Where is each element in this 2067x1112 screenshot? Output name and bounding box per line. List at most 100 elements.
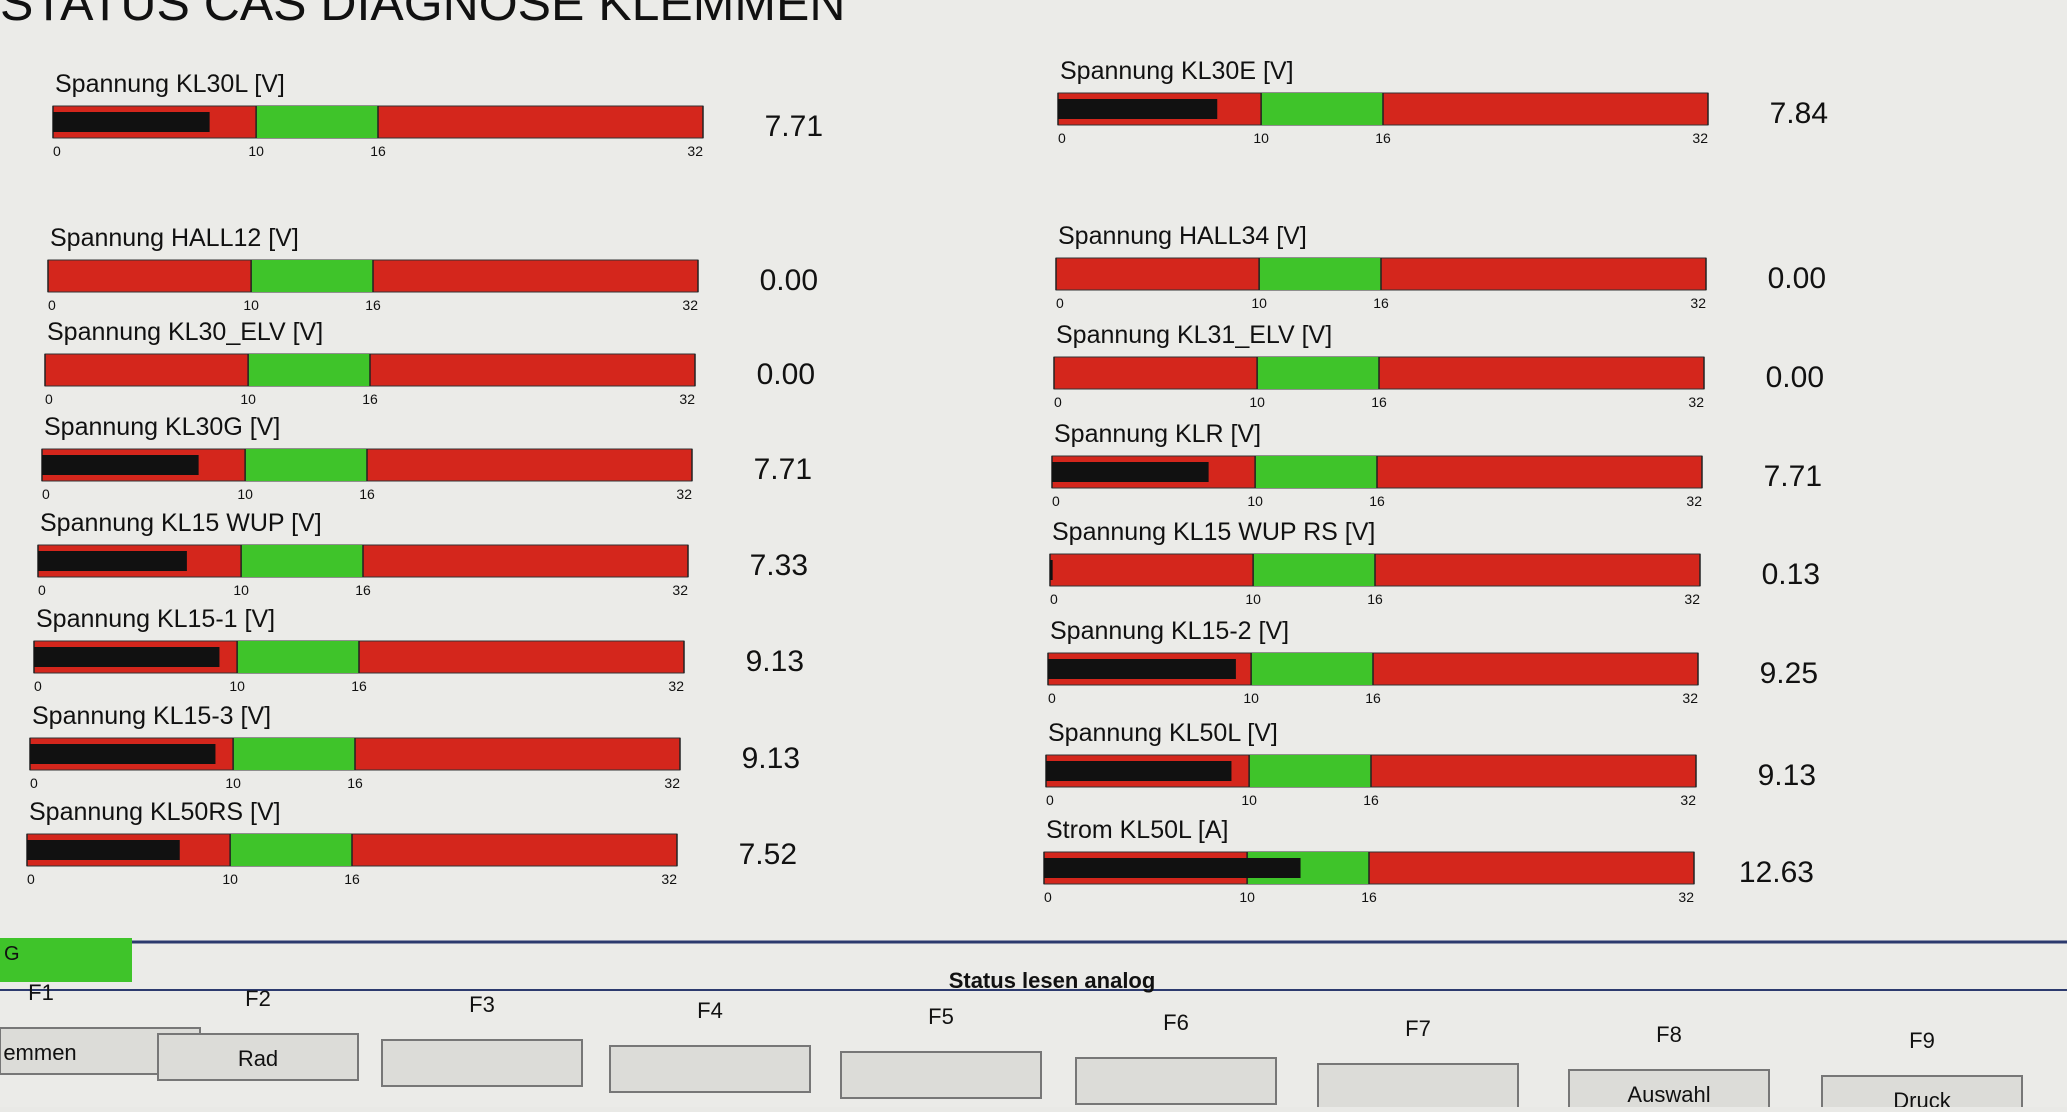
gauge-tick-label: 32 [1682,690,1698,706]
function-key-label: F1 [28,980,54,1005]
function-button-label: Druck [1893,1088,1951,1107]
gauge-tick-label: 32 [687,143,703,159]
gauge-tick-label: 0 [48,297,56,313]
gauge-value: 9.13 [742,742,800,775]
gauge-value: 0.00 [757,358,815,391]
gauge-tick-label: 0 [38,582,46,598]
gauge-label: Spannung KL15-3 [V] [32,702,271,730]
gauge-green-zone [1249,755,1371,787]
gauge-fill [1058,99,1218,119]
gauge-label: Spannung KL15-1 [V] [36,605,275,633]
gauge-tick-label: 0 [1046,792,1054,808]
gauge-value: 7.84 [1770,97,1828,130]
gauge-fill [1052,462,1209,482]
gauge-tick-label: 32 [1690,295,1706,311]
gauge-tick-label: 10 [1253,130,1269,146]
gauge-tick-label: 10 [1251,295,1267,311]
gauge-tick-label: 32 [676,486,692,502]
gauge-green-zone [1251,653,1373,685]
gauge-fill [42,455,199,475]
gauge-tick-label: 32 [1686,493,1702,509]
function-key-label: F6 [1163,1010,1189,1035]
gauge-tick-label: 0 [1044,889,1052,905]
function-button[interactable] [1317,1063,1519,1111]
function-button-label: emmen [3,1040,76,1065]
gauge-tick-label: 0 [34,678,42,694]
gauge-tick-label: 16 [1363,792,1379,808]
gauge-tick-label: 16 [1361,889,1377,905]
gauge-tick-label: 32 [664,775,680,791]
gauge-green-zone [245,449,367,481]
gauge-green-zone [1257,357,1379,389]
function-key-label: F4 [697,998,723,1023]
gauge-label: Spannung KLR [V] [1054,420,1261,448]
gauge-tick-label: 32 [1692,130,1708,146]
gauge-fill [38,551,187,571]
gauge-tick-label: 0 [1056,295,1064,311]
gauge-tick-label: 10 [1241,792,1257,808]
gauge-value: 9.13 [1758,759,1816,792]
status-text: Status lesen analog [949,968,1156,993]
function-key-label: F2 [245,986,271,1011]
gauge-tick-label: 10 [222,871,238,887]
gauge-green-zone [237,641,359,673]
function-key-label: F9 [1909,1028,1935,1053]
function-button[interactable] [157,1033,359,1081]
gauge-value: 9.25 [1760,657,1818,690]
gauge-tick-label: 10 [240,391,256,407]
gauge-label: Spannung KL50RS [V] [29,798,281,826]
gauge-label: Spannung HALL12 [V] [50,224,299,252]
gauge-label: Spannung KL15 WUP [V] [40,509,322,537]
gauge-value: 0.13 [1762,558,1820,591]
gauge-tick-label: 0 [27,871,35,887]
gauge-tick-label: 32 [668,678,684,694]
gauge-tick-label: 32 [1678,889,1694,905]
indicator-box [0,938,132,982]
gauge-tick-label: 32 [1684,591,1700,607]
gauge-green-zone [1253,554,1375,586]
gauge-tick-label: 0 [1052,493,1060,509]
gauge-tick-label: 10 [1239,889,1255,905]
gauge-tick-label: 10 [225,775,241,791]
gauge-green-zone [1255,456,1377,488]
function-button[interactable] [1821,1075,2023,1112]
function-button[interactable] [1568,1069,1770,1112]
function-button-label: Rad [238,1046,278,1071]
gauge-tick-label: 16 [1373,295,1389,311]
gauge-green-zone [1259,258,1381,290]
gauge-tick-label: 16 [1371,394,1387,410]
function-key-label: F7 [1405,1016,1431,1041]
gauge-fill [1048,659,1236,679]
gauge-green-zone [256,106,378,138]
function-button[interactable] [1075,1057,1277,1105]
function-button[interactable] [609,1045,811,1093]
gauge-fill [53,112,210,132]
function-button[interactable] [840,1051,1042,1099]
gauge-tick-label: 10 [237,486,253,502]
gauge-tick-label: 16 [1367,591,1383,607]
function-button-label: Auswahl [1627,1082,1710,1107]
gauge-value: 7.71 [765,110,823,143]
gauge-tick-label: 10 [229,678,245,694]
gauge-green-zone [241,545,363,577]
gauge-green-zone [233,738,355,770]
gauge-value: 7.52 [739,838,797,871]
gauge-value: 0.00 [1768,262,1826,295]
gauge-tick-label: 10 [1245,591,1261,607]
page-title: STATUS CAS DIAGNOSE KLEMMEN [0,0,846,31]
gauge-fill [27,840,180,860]
gauge-fill [1050,560,1053,580]
function-button[interactable] [381,1039,583,1087]
gauge-tick-label: 16 [365,297,381,313]
gauge-tick-label: 10 [233,582,249,598]
gauge-green-zone [1261,93,1383,125]
gauge-value: 7.71 [1764,460,1822,493]
gauge-value: 0.00 [760,264,818,297]
gauge-tick-label: 32 [679,391,695,407]
gauge-label: Spannung KL31_ELV [V] [1056,321,1332,349]
gauge-fill [34,647,220,667]
gauge-tick-label: 0 [45,391,53,407]
gauge-tick-label: 0 [1058,130,1066,146]
gauge-tick-label: 16 [1375,130,1391,146]
